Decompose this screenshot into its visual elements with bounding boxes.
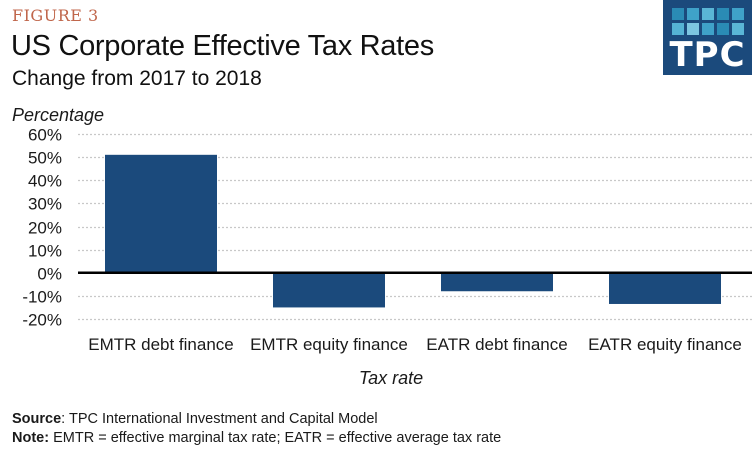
chart-title: US Corporate Effective Tax Rates (11, 30, 434, 62)
bar (273, 272, 385, 308)
y-tick-label: 20% (28, 219, 62, 238)
x-category-label: EMTR equity finance (250, 335, 408, 354)
note-text: EMTR = effective marginal tax rate; EATR… (49, 430, 502, 446)
logo-tile (687, 8, 699, 20)
y-tick-label: -10% (22, 288, 62, 307)
x-category-label: EATR debt finance (426, 335, 567, 354)
source-line: Source: TPC International Investment and… (12, 410, 501, 429)
y-tick-label: 40% (28, 172, 62, 191)
chart-notes: Source: TPC International Investment and… (12, 410, 501, 448)
tpc-logo: TPC (663, 0, 752, 75)
logo-tile (717, 23, 729, 35)
x-category-label: EATR equity finance (588, 335, 742, 354)
bar (105, 154, 217, 273)
y-axis-ticks: 60% 50% 40% 30% 20% 10% 0% -10% -20% (22, 126, 62, 330)
logo-tile-grid (672, 8, 744, 36)
x-category-label: EMTR debt finance (88, 335, 234, 354)
logo-text: TPC (669, 35, 746, 75)
logo-tile (672, 23, 684, 35)
logo-tile (687, 23, 699, 35)
y-tick-label: -20% (22, 311, 62, 330)
chart-subtitle: Change from 2017 to 2018 (12, 67, 262, 90)
bar (441, 272, 553, 292)
y-tick-label: 60% (28, 126, 62, 145)
note-line: Note: EMTR = effective marginal tax rate… (12, 429, 501, 448)
logo-tile (672, 8, 684, 20)
logo-tile (702, 23, 714, 35)
x-axis-label: Tax rate (358, 368, 424, 388)
logo-tile (732, 8, 744, 20)
y-tick-label: 0% (37, 265, 62, 284)
bar (609, 272, 721, 304)
y-tick-label: 30% (28, 195, 62, 214)
y-axis-label: Percentage (12, 105, 105, 125)
logo-tile (702, 8, 714, 20)
logo-tile (732, 23, 744, 35)
x-axis-categories: EMTR debt finance EMTR equity finance EATR… (88, 335, 742, 354)
y-tick-label: 50% (28, 149, 62, 168)
bars (105, 154, 721, 308)
note-label: Note: (12, 430, 50, 446)
source-label: Source (12, 411, 62, 427)
y-tick-label: 10% (28, 242, 62, 261)
figure-label: FIGURE 3 (12, 6, 99, 25)
logo-tile (717, 8, 729, 20)
source-text: : TPC International Investment and Capit… (61, 411, 378, 427)
